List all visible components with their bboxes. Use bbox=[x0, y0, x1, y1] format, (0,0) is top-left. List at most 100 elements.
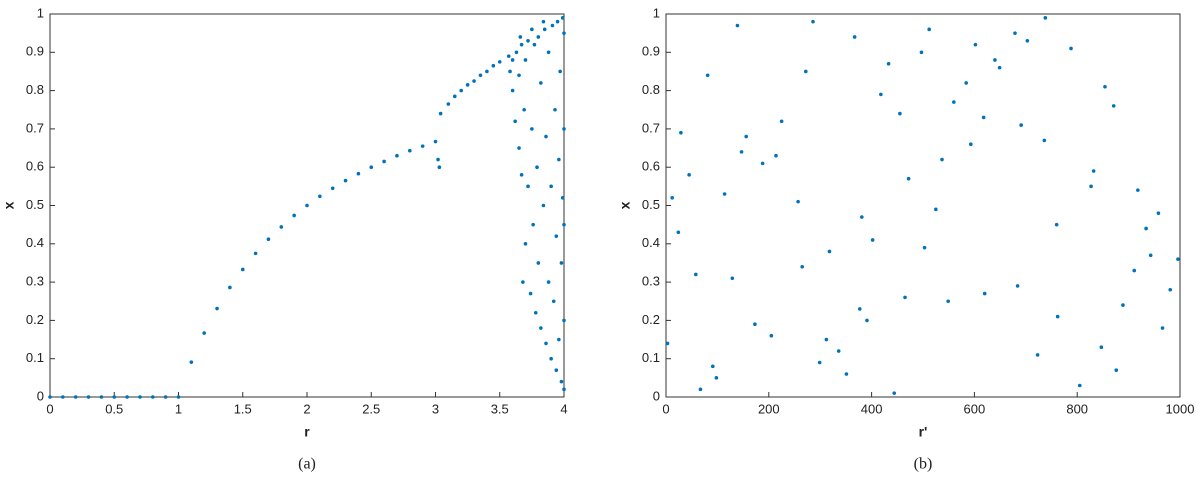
point bbox=[760, 161, 765, 166]
point bbox=[824, 337, 829, 342]
point bbox=[522, 107, 526, 112]
point bbox=[892, 391, 897, 395]
point bbox=[804, 69, 808, 74]
point bbox=[517, 146, 521, 150]
point bbox=[934, 207, 938, 212]
point bbox=[99, 395, 104, 399]
point bbox=[523, 242, 528, 246]
point bbox=[886, 61, 891, 66]
point bbox=[356, 171, 361, 176]
point bbox=[279, 225, 284, 229]
point bbox=[1019, 123, 1023, 127]
point bbox=[557, 337, 561, 342]
point bbox=[844, 372, 849, 376]
point bbox=[48, 395, 52, 399]
x-tick-label: 2.5 bbox=[362, 401, 380, 416]
point bbox=[535, 165, 539, 169]
point bbox=[189, 360, 194, 364]
point bbox=[452, 94, 457, 99]
point bbox=[1111, 104, 1116, 108]
point bbox=[560, 16, 565, 20]
y-tick-label: 0.7 bbox=[642, 120, 660, 135]
point bbox=[1055, 314, 1060, 319]
x-axis-label: r' bbox=[919, 424, 928, 440]
point bbox=[827, 249, 832, 254]
caption: (a) bbox=[298, 456, 316, 473]
point bbox=[997, 65, 1002, 70]
y-axis-label: x bbox=[1, 201, 17, 209]
point bbox=[1077, 383, 1082, 388]
point bbox=[1099, 345, 1104, 350]
y-tick-label: 0.3 bbox=[642, 274, 660, 289]
point bbox=[485, 69, 489, 74]
y-tick-label: 1 bbox=[653, 5, 660, 20]
point bbox=[558, 69, 562, 74]
point bbox=[544, 134, 548, 139]
point bbox=[513, 119, 517, 124]
point bbox=[433, 139, 438, 144]
point bbox=[870, 238, 875, 242]
point bbox=[531, 222, 535, 227]
point bbox=[330, 186, 335, 191]
point bbox=[1015, 284, 1020, 288]
point bbox=[508, 69, 512, 74]
point bbox=[240, 267, 245, 272]
y-tick-label: 0.1 bbox=[642, 350, 660, 365]
point bbox=[973, 42, 978, 47]
point bbox=[753, 322, 757, 327]
point bbox=[510, 58, 515, 62]
point bbox=[526, 39, 530, 43]
point bbox=[1013, 31, 1017, 35]
point bbox=[1132, 268, 1137, 273]
point bbox=[465, 83, 470, 87]
point bbox=[542, 27, 547, 32]
point bbox=[253, 251, 258, 256]
point bbox=[1148, 253, 1153, 258]
y-tick-label: 0.8 bbox=[26, 82, 44, 97]
point bbox=[906, 176, 911, 181]
point bbox=[395, 153, 399, 158]
x-tick-label: 1000 bbox=[1166, 401, 1195, 416]
point bbox=[551, 299, 556, 304]
point bbox=[112, 395, 117, 399]
point bbox=[670, 196, 674, 200]
y-tick-label: 0.1 bbox=[26, 350, 44, 365]
point bbox=[811, 19, 815, 24]
point bbox=[981, 115, 986, 120]
point bbox=[562, 222, 566, 227]
point bbox=[138, 395, 142, 399]
point bbox=[800, 264, 805, 269]
point bbox=[1091, 169, 1096, 173]
point bbox=[533, 310, 538, 315]
point bbox=[698, 387, 703, 392]
point bbox=[228, 285, 232, 290]
point bbox=[436, 157, 440, 162]
y-tick-label: 0.5 bbox=[26, 197, 44, 212]
point bbox=[982, 291, 987, 296]
y-tick-label: 1 bbox=[37, 5, 44, 20]
point bbox=[382, 159, 386, 164]
point bbox=[292, 213, 296, 218]
point bbox=[559, 261, 564, 265]
point bbox=[408, 148, 412, 153]
point bbox=[554, 368, 559, 372]
point bbox=[523, 58, 528, 62]
point bbox=[940, 157, 944, 162]
point bbox=[530, 27, 534, 32]
point bbox=[202, 331, 206, 335]
point bbox=[1103, 84, 1107, 89]
point bbox=[817, 360, 822, 365]
point bbox=[1160, 326, 1165, 330]
point bbox=[857, 307, 862, 311]
point bbox=[532, 42, 537, 47]
point bbox=[506, 54, 511, 58]
point bbox=[735, 23, 740, 28]
point bbox=[730, 276, 735, 281]
point bbox=[343, 178, 348, 183]
point bbox=[898, 111, 902, 116]
point bbox=[964, 81, 968, 85]
point bbox=[530, 127, 534, 131]
point bbox=[518, 35, 523, 39]
y-tick-label: 0.6 bbox=[642, 159, 660, 174]
